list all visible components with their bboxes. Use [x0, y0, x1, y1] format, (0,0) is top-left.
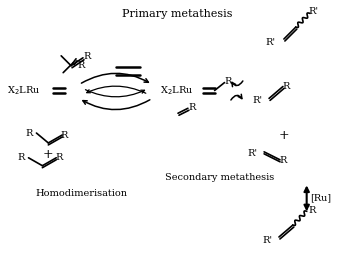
Text: R: R	[18, 153, 25, 162]
Text: R': R'	[247, 149, 257, 158]
Text: [Ru]: [Ru]	[310, 193, 331, 202]
FancyArrowPatch shape	[85, 90, 144, 97]
Text: R': R'	[262, 236, 272, 246]
Text: R: R	[308, 206, 315, 215]
Text: R: R	[77, 61, 85, 70]
FancyArrowPatch shape	[81, 73, 148, 83]
FancyArrowPatch shape	[231, 94, 242, 100]
Text: Homodimerisation: Homodimerisation	[35, 189, 127, 198]
Text: X$_2$LRu: X$_2$LRu	[160, 84, 194, 97]
Text: Primary metathesis: Primary metathesis	[122, 9, 232, 19]
Text: R: R	[279, 156, 287, 165]
Text: +: +	[279, 129, 289, 141]
Text: R: R	[225, 77, 232, 86]
Text: R: R	[83, 52, 91, 61]
Text: R: R	[56, 153, 63, 162]
Text: R': R'	[252, 96, 262, 105]
Text: R': R'	[309, 7, 319, 16]
FancyArrowPatch shape	[304, 188, 309, 209]
Text: +: +	[43, 148, 53, 161]
Text: X$_2$LRu: X$_2$LRu	[7, 84, 40, 97]
FancyArrowPatch shape	[87, 86, 146, 93]
Text: R: R	[282, 82, 290, 91]
Text: R: R	[61, 130, 68, 139]
Text: Secondary metathesis: Secondary metathesis	[165, 173, 274, 182]
Text: R: R	[26, 129, 33, 138]
FancyArrowPatch shape	[232, 81, 243, 87]
Text: R: R	[188, 103, 195, 112]
Text: R': R'	[265, 38, 275, 47]
FancyArrowPatch shape	[83, 100, 150, 110]
